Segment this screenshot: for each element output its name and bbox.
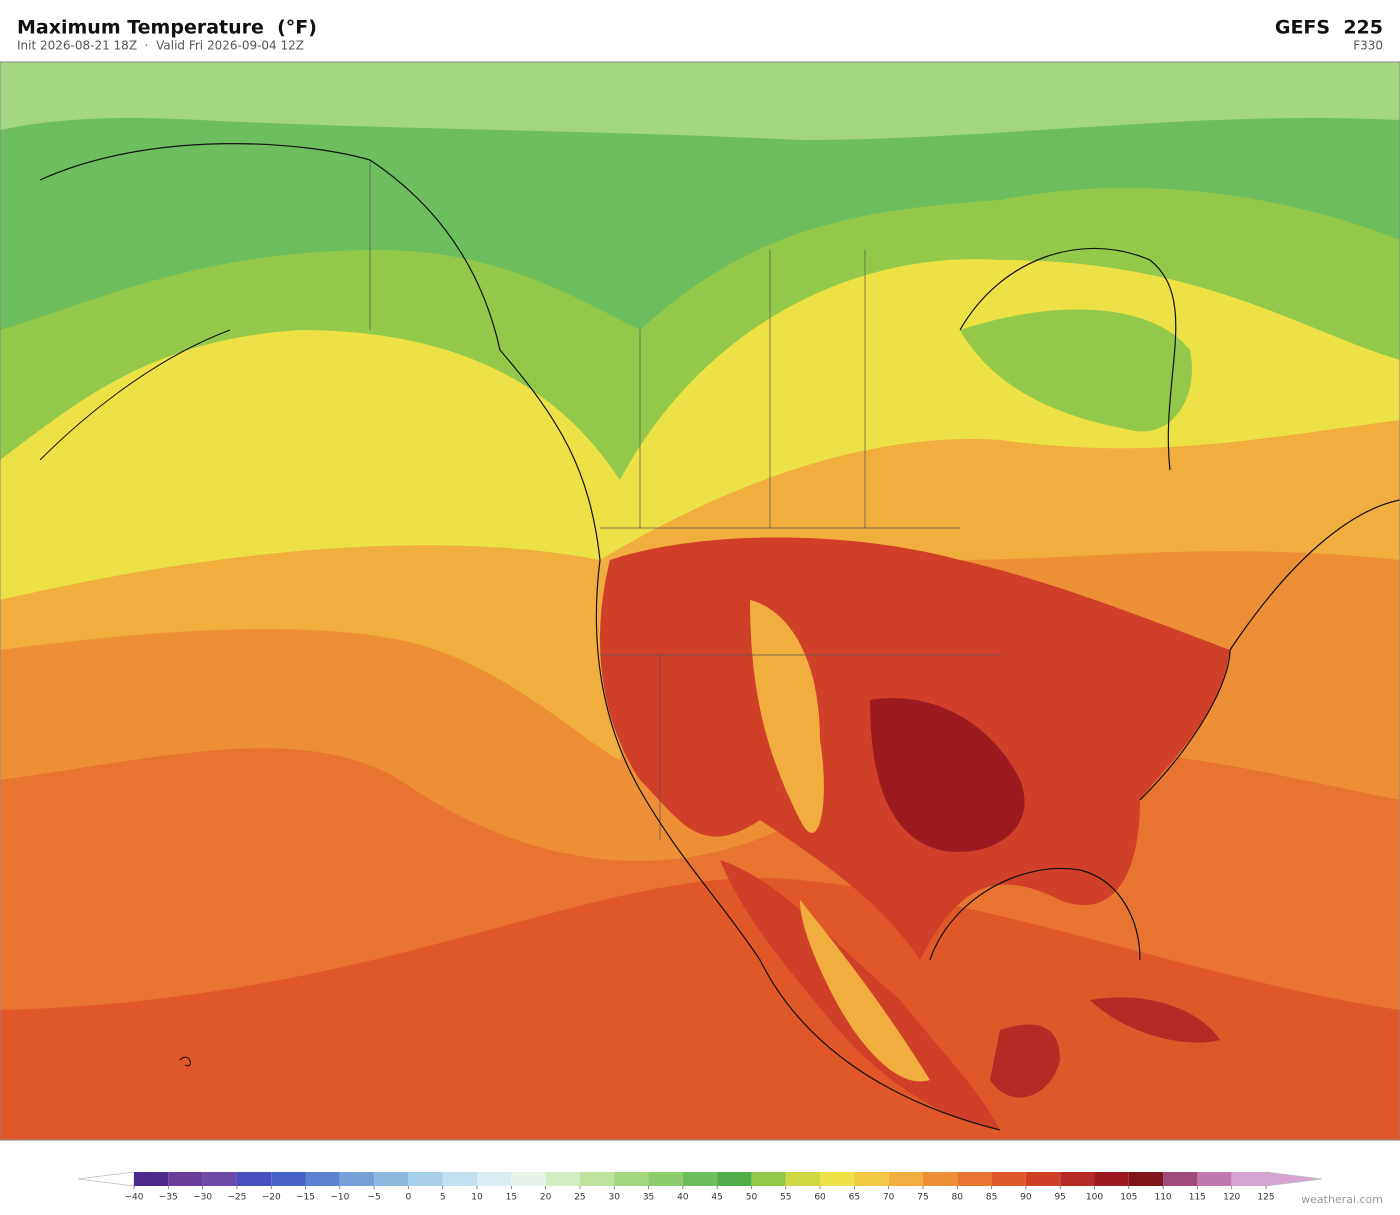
colorbar-tick-label: 85	[986, 1193, 997, 1203]
colorbar-tick-label: −25	[227, 1193, 246, 1203]
colorbar-tick-label: −40	[125, 1193, 144, 1203]
colorbar-segment	[820, 1172, 855, 1186]
colorbar-segment	[957, 1172, 992, 1186]
colorbar-tick-label: 115	[1189, 1193, 1206, 1203]
colorbar-segment	[785, 1172, 821, 1186]
colorbar-segment	[922, 1172, 958, 1186]
watermark: weatherai.com	[1301, 1193, 1383, 1206]
colorbar-tick-label: −30	[193, 1193, 212, 1203]
colorbar-segment	[1060, 1172, 1095, 1186]
colorbar-tick-label: 120	[1223, 1193, 1240, 1203]
colorbar-segment	[202, 1172, 237, 1186]
colorbar-tick-label: 105	[1120, 1193, 1137, 1203]
colorbar-tick-label: 70	[883, 1193, 895, 1203]
colorbar-tick-label: −15	[296, 1193, 315, 1203]
colorbar-segment	[236, 1172, 272, 1186]
colorbar-tick-label: 90	[1020, 1193, 1032, 1203]
colorbar-tick-label: 35	[643, 1193, 654, 1203]
map-region	[1090, 997, 1220, 1043]
colorbar-segment	[1231, 1172, 1266, 1186]
colorbar-tick-label: 65	[849, 1193, 860, 1203]
colorbar-segment	[134, 1172, 169, 1186]
map-region	[750, 600, 824, 833]
colorbar: −40 −35 −30 −25 −20 −15 −10 −5 0 5 10 15 20 25 30 35 40 4…	[77, 1171, 1323, 1203]
colorbar-tick-label: 60	[814, 1193, 826, 1203]
colorbar-tick-label: −5	[367, 1193, 380, 1203]
colorbar-segment	[339, 1172, 375, 1186]
colorbar-tick-label: 110	[1154, 1193, 1171, 1203]
colorbar-segment	[579, 1172, 615, 1186]
coastline	[39, 143, 1400, 1131]
colorbar-tick-label: 125	[1257, 1193, 1274, 1203]
colorbar-segment	[1163, 1172, 1198, 1186]
colorbar-tick-label: 100	[1086, 1193, 1103, 1203]
colorbar-tick-label: 20	[540, 1193, 552, 1203]
colorbar-tick-label: 95	[1054, 1193, 1065, 1203]
subtitle: Init 2026-08-21 18Z · Valid Fri 2026-09-…	[17, 39, 304, 53]
colorbar-segment	[682, 1172, 718, 1186]
colorbar-segment	[408, 1172, 443, 1186]
colorbar-segment	[442, 1172, 478, 1186]
colorbar-segment	[751, 1172, 786, 1186]
colorbar-tick-label: 0	[406, 1193, 412, 1203]
map-region	[960, 309, 1192, 432]
forecast-hour: F330	[1353, 39, 1383, 53]
colorbar-segment	[1025, 1172, 1061, 1186]
colorbar-tick-label: 30	[609, 1193, 621, 1203]
colorbar-segment	[545, 1172, 580, 1186]
colorbar-segment	[888, 1172, 923, 1186]
map	[0, 61, 1400, 1141]
title: Maximum Temperature (°F)	[17, 17, 317, 39]
map-region	[990, 1024, 1060, 1098]
colorbar-tick-label: 25	[574, 1193, 585, 1203]
boundary	[369, 160, 1000, 840]
colorbar-tick-label: 10	[471, 1193, 483, 1203]
colorbar-segment	[168, 1172, 203, 1186]
colorbar-tick-label: 55	[780, 1193, 791, 1203]
colorbar-tick-label: 50	[746, 1193, 758, 1203]
colorbar-tick-label: −10	[330, 1193, 349, 1203]
colorbar-extension	[77, 1171, 135, 1187]
map-region	[870, 698, 1025, 852]
colorbar-segment	[648, 1172, 683, 1186]
colorbar-tick-label: 75	[917, 1193, 928, 1203]
map-frame	[0, 61, 1400, 1141]
colorbar-segment	[511, 1172, 546, 1186]
colorbar-tick-label: −35	[159, 1193, 178, 1203]
colorbar-segment	[477, 1172, 512, 1186]
colorbar-extension	[1265, 1171, 1323, 1187]
colorbar-segment	[717, 1172, 752, 1186]
coastline	[39, 329, 231, 1067]
colorbar-segment	[614, 1172, 649, 1186]
colorbar-tick-label: −20	[262, 1193, 281, 1203]
colorbar-tick-label: 5	[440, 1193, 446, 1203]
model-label: GEFS 225	[1275, 17, 1383, 39]
colorbar-segment	[991, 1172, 1026, 1186]
colorbar-segment	[271, 1172, 306, 1186]
colorbar-segment	[374, 1172, 409, 1186]
colorbar-tick-label: 80	[952, 1193, 964, 1203]
colorbar-segment	[1128, 1172, 1164, 1186]
map-region	[0, 62, 1400, 140]
colorbar-tick-label: 40	[677, 1193, 689, 1203]
colorbar-segment	[305, 1172, 340, 1186]
colorbar-tick-label: 15	[506, 1193, 517, 1203]
colorbar-tick-label: 45	[711, 1193, 722, 1203]
colorbar-segment	[1197, 1172, 1232, 1186]
map-region	[800, 900, 930, 1082]
colorbar-segment	[854, 1172, 889, 1186]
colorbar-segment	[1094, 1172, 1129, 1186]
